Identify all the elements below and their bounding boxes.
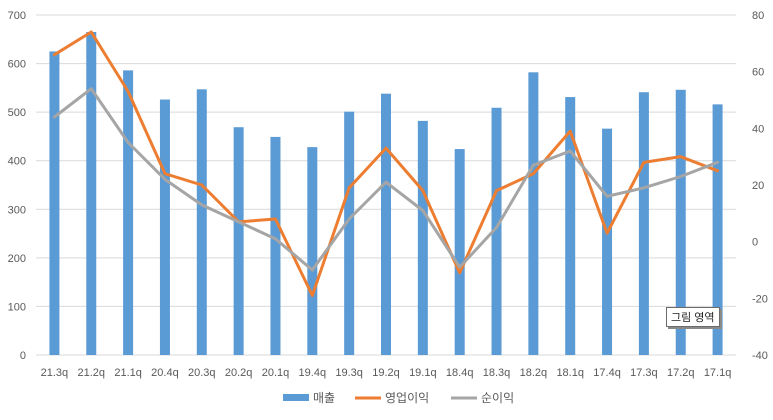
- bar: [565, 97, 576, 355]
- right-axis-tick-label: -40: [752, 350, 768, 362]
- x-axis-tick-label: 21.3q: [41, 367, 69, 379]
- left-axis-ticks: 0 100 200 300 400 500 600 700: [8, 10, 26, 362]
- legend-item: 순이익: [451, 391, 514, 405]
- bar: [602, 128, 613, 355]
- bar: [381, 93, 391, 355]
- left-axis-tick-label: 300: [8, 204, 26, 216]
- legend-label: 영업이익: [385, 391, 429, 405]
- x-axis-tick-label: 19.4q: [299, 367, 327, 379]
- legend-item: 영업이익: [355, 391, 429, 405]
- x-axis-tick-label: 19.3q: [335, 367, 363, 379]
- x-axis-tick-label: 20.2q: [225, 367, 253, 379]
- x-axis-tick-label: 18.2q: [520, 367, 548, 379]
- series-line: [52, 30, 720, 297]
- legend-label: 매출: [313, 391, 335, 405]
- right-axis-tick-label: 60: [752, 67, 764, 79]
- bar: [491, 107, 502, 356]
- left-axis-tick-label: 100: [8, 301, 26, 313]
- x-axis-tick-label: 21.2q: [77, 367, 105, 379]
- left-axis-tick-label: 500: [8, 107, 26, 119]
- bar: [417, 120, 428, 355]
- x-axis-tick-label: 18.3q: [483, 367, 511, 379]
- bar: [528, 72, 539, 356]
- bar: [675, 89, 686, 356]
- lines-series: [52, 30, 720, 297]
- x-axis-tick-label: 17.4q: [593, 367, 621, 379]
- legend-label: 순이익: [481, 391, 514, 405]
- bar: [123, 70, 134, 355]
- left-axis-tick-label: 400: [8, 156, 26, 168]
- legend-swatch: [283, 394, 309, 401]
- right-axis-tick-label: -20: [752, 293, 768, 305]
- bar: [159, 99, 170, 355]
- left-axis-tick-label: 200: [8, 253, 26, 265]
- x-axis-tick-label: 17.2q: [667, 367, 695, 379]
- x-axis-tick-label: 19.2q: [372, 367, 400, 379]
- x-axis-tick-label: 21.1q: [114, 367, 142, 379]
- legend-item: 매출: [283, 391, 335, 405]
- bar: [49, 51, 60, 356]
- x-axis-tick-label: 17.1q: [704, 367, 732, 379]
- bar: [307, 147, 318, 355]
- left-axis-tick-label: 0: [20, 350, 26, 362]
- bar: [270, 136, 281, 355]
- right-axis-ticks: -40 -20 0 20 40 60 80: [752, 10, 768, 362]
- x-axis-ticks: 21.3q 21.2q 21.1q 20.4q 20.3q 20.2q 20.1q 19.4q…: [41, 367, 732, 379]
- series-line: [52, 87, 720, 272]
- bars-series: [49, 32, 723, 356]
- bar: [233, 127, 244, 355]
- x-axis-tick-label: 20.4q: [151, 367, 179, 379]
- bar: [638, 92, 649, 355]
- right-axis-tick-label: 40: [752, 123, 764, 135]
- bar: [196, 89, 207, 356]
- x-axis-tick-label: 18.1q: [556, 367, 584, 379]
- x-axis-tick-label: 20.1q: [262, 367, 290, 379]
- bar: [86, 32, 97, 355]
- left-axis-tick-label: 600: [8, 59, 26, 71]
- x-axis-tick-label: 20.3q: [188, 367, 216, 379]
- bar: [454, 149, 465, 355]
- plot-area-tooltip: 그림 영역: [666, 307, 720, 327]
- right-axis-tick-label: 0: [752, 237, 758, 249]
- left-axis-tick-label: 700: [8, 10, 26, 22]
- x-axis-tick-label: 19.1q: [409, 367, 437, 379]
- right-axis-tick-label: 80: [752, 10, 764, 22]
- bar: [344, 111, 355, 356]
- bar: [712, 104, 723, 355]
- legend: 매출 영업이익 순이익: [283, 391, 514, 405]
- x-axis-tick-label: 18.4q: [446, 367, 474, 379]
- x-axis-tick-label: 17.3q: [630, 367, 658, 379]
- right-axis-tick-label: 20: [752, 180, 764, 192]
